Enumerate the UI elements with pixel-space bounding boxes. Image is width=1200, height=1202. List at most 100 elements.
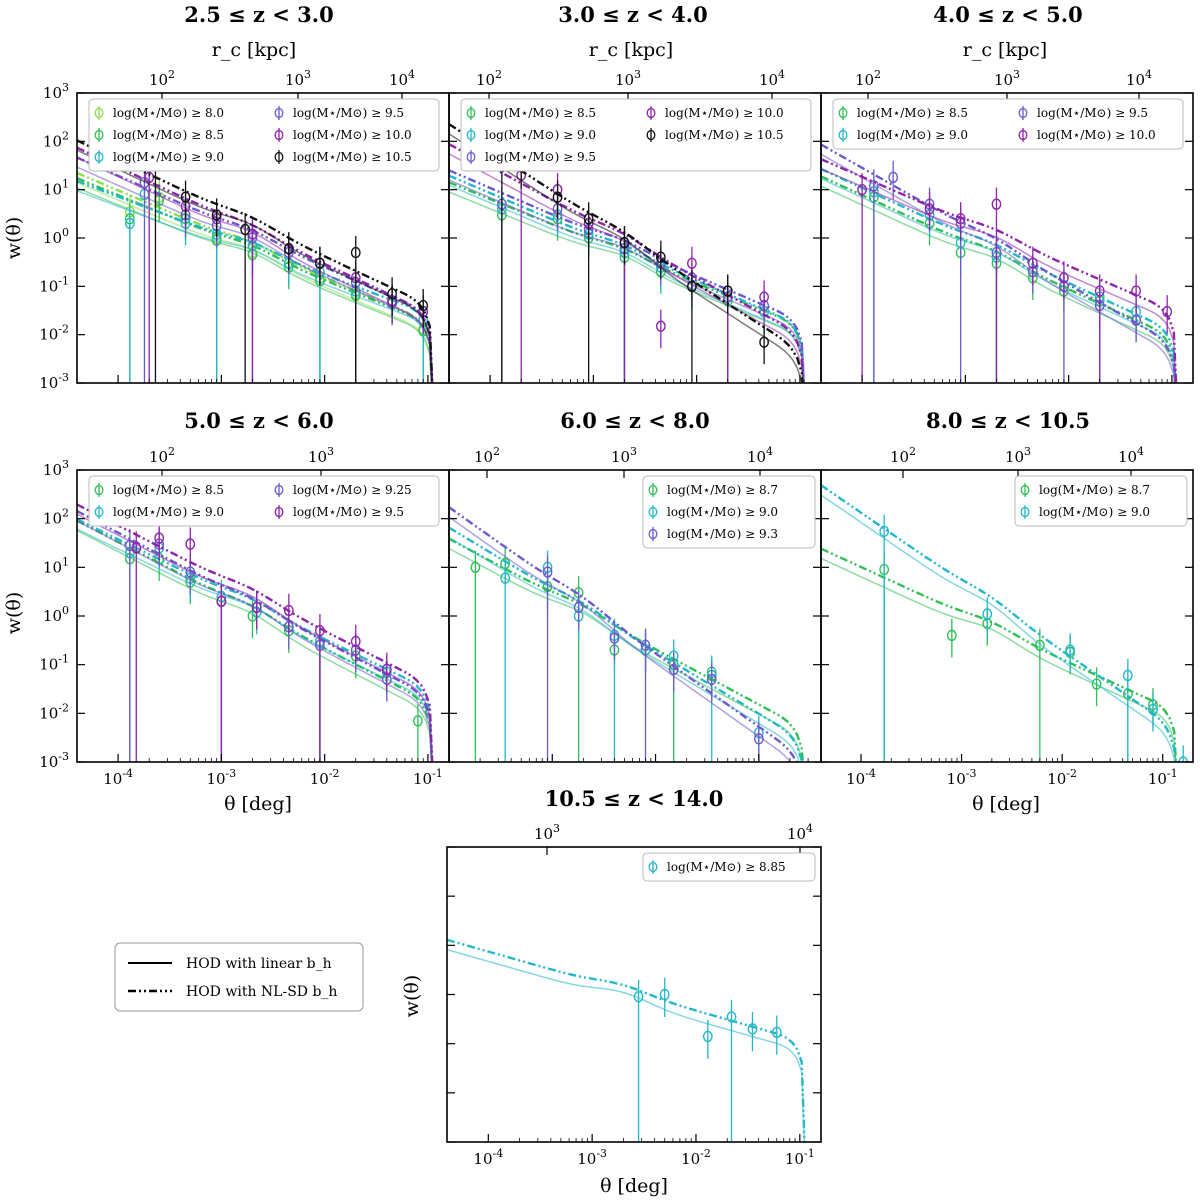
x-tick-label: 10-2	[310, 767, 340, 788]
model-linear-1-2	[77, 187, 433, 383]
legend-label: log(M⋆/M⊙) ≥ 10.0	[665, 106, 784, 120]
top-tick-label: 102	[474, 445, 500, 466]
data-point-4-4-1	[131, 542, 142, 554]
model-linear-3-3	[821, 153, 1176, 383]
y-tick-label: 10-2	[39, 323, 69, 344]
legend-frame-1	[88, 98, 440, 172]
top-tick-label: 104	[787, 822, 813, 843]
legend-label: log(M⋆/M⊙) ≥ 9.3	[667, 527, 778, 541]
model-nlsd-6-2	[821, 484, 1177, 762]
hod-legend-label-linear: HOD with linear b_h	[186, 956, 332, 972]
x-tick-label: 10-3	[947, 767, 977, 788]
model-linear-5-1	[449, 547, 803, 762]
data-point-1-3-1	[124, 217, 135, 230]
data-point-6-2-6	[1178, 756, 1189, 762]
panel-title-2: 3.0 ≤ z < 4.0	[558, 2, 707, 27]
y-axis-label-1: w(θ)	[3, 217, 25, 260]
model-linear-6-2	[821, 494, 1176, 762]
data-point-3-4-4	[991, 198, 1002, 210]
x-tick-label: 10-1	[785, 1147, 815, 1168]
legend-label: log(M⋆/M⊙) ≥ 10.5	[665, 128, 784, 142]
top-tick-label: 103	[1005, 445, 1031, 466]
axes-frame-7	[446, 846, 822, 1143]
legend-marker	[466, 151, 476, 163]
y-tick-label: 100	[43, 226, 69, 247]
x-tick-label: 10-4	[473, 1147, 503, 1168]
data-point-4-4-7	[315, 624, 325, 637]
bottom-axis-label-3: θ [deg]	[600, 1175, 668, 1197]
legend-label: log(M⋆/M⊙) ≥ 9.5	[1037, 106, 1148, 120]
model-linear-2-3	[449, 179, 805, 383]
legend-label: log(M⋆/M⊙) ≥ 8.5	[485, 106, 596, 120]
legend-label: log(M⋆/M⊙) ≥ 8.5	[857, 106, 968, 120]
top-tick-label: 104	[1118, 445, 1144, 466]
panel-title-1: 2.5 ≤ z < 3.0	[184, 2, 333, 27]
hod-legend-frame	[114, 942, 364, 1012]
data-point-3-4-2	[924, 203, 935, 215]
legend-marker	[648, 861, 658, 873]
data-point-2-5-4	[583, 213, 594, 225]
data-point-6-2-2	[982, 608, 993, 620]
y-tick-label: 100	[43, 604, 69, 625]
legend-label: log(M⋆/M⊙) ≥ 8.0	[113, 106, 224, 120]
plot-area-1	[77, 139, 434, 383]
x-tick-label: 10-1	[1148, 767, 1178, 788]
data-point-3-3-9	[1131, 314, 1142, 326]
model-linear-1-4	[77, 166, 433, 383]
model-nlsd-1-5	[77, 146, 434, 383]
model-nlsd-5-3	[449, 506, 798, 762]
legend-label: log(M⋆/M⊙) ≥ 9.5	[293, 505, 404, 519]
y-axis-label-3: w(θ)	[401, 975, 423, 1018]
y-tick-label: 103	[43, 458, 69, 479]
legend-label: log(M⋆/M⊙) ≥ 10.0	[293, 128, 412, 142]
top-tick-label: 103	[308, 445, 334, 466]
data-point-2-4-8	[759, 291, 770, 303]
data-point-2-5-3	[552, 191, 563, 203]
panel-5: 6.0 ≤ z < 8.0 102 103 104 log(M⋆/M⊙) ≥ 8.7 lo…	[448, 408, 822, 763]
panel-title-6: 8.0 ≤ z < 10.5	[926, 408, 1090, 433]
data-point-1-6-3	[211, 209, 222, 221]
y-tick-label: 101	[43, 178, 69, 199]
legend-marker	[1020, 484, 1030, 496]
legend-marker	[274, 151, 284, 163]
panels-group: 2.5 ≤ z < 3.0 10-3 10-2 10-1 100 101 102 103 102…	[39, 2, 1194, 1168]
top-tick-label: 103	[994, 68, 1020, 89]
model-nlsd-3-2	[821, 167, 1177, 383]
data-point-3-4-5	[1027, 257, 1038, 269]
data-point-1-6-6	[315, 257, 325, 269]
data-point-6-1-6	[1091, 678, 1102, 690]
top-tick-label: 104	[389, 68, 415, 89]
top-tick-label: 103	[285, 68, 311, 89]
plot-area-5	[449, 506, 804, 762]
data-point-4-4-9	[381, 663, 392, 676]
data-point-1-6-5	[283, 243, 294, 255]
data-point-7-1-4	[726, 1011, 737, 1023]
top-tick-label: 104	[759, 68, 785, 89]
data-point-5-2-1	[500, 572, 511, 584]
model-nlsd-2-2	[449, 174, 805, 383]
plot-area-3	[821, 143, 1178, 383]
top-tick-label: 104	[1126, 68, 1152, 89]
model-nlsd-5-1	[449, 537, 804, 762]
panel-2: 3.0 ≤ z < 4.0 102 103 104 log(M⋆/M⊙) ≥ 8.5 lo…	[448, 2, 822, 384]
legend-label: log(M⋆/M⊙) ≥ 9.0	[667, 505, 778, 519]
model-nlsd-1-4	[77, 156, 434, 383]
model-linear-5-2	[449, 536, 800, 762]
model-nlsd-2-4	[449, 143, 805, 383]
legend-label: log(M⋆/M⊙) ≥ 9.5	[485, 150, 596, 164]
legend-label: log(M⋆/M⊙) ≥ 9.5	[293, 106, 404, 120]
data-point-6-1-4	[1034, 639, 1045, 652]
legend-frame-7	[642, 852, 816, 882]
data-point-6-2-5	[1148, 703, 1158, 716]
panel-4: 5.0 ≤ z < 6.0 10-3 10-2 10-1 100 101 102 103 10-…	[39, 408, 450, 788]
legend-marker	[1020, 506, 1030, 518]
y-tick-label: 10-3	[39, 371, 69, 392]
panel-7: 10.5 ≤ z < 14.0 10-4 10-3 10-2 10-1 103 104 log…	[446, 786, 822, 1168]
x-tick-label: 10-4	[846, 767, 876, 788]
data-point-5-3-6	[706, 673, 717, 686]
top-tick-label: 102	[890, 445, 916, 466]
legend-marker	[274, 506, 284, 518]
data-point-4-4-5	[251, 601, 262, 614]
legend-frame-5	[642, 475, 816, 549]
